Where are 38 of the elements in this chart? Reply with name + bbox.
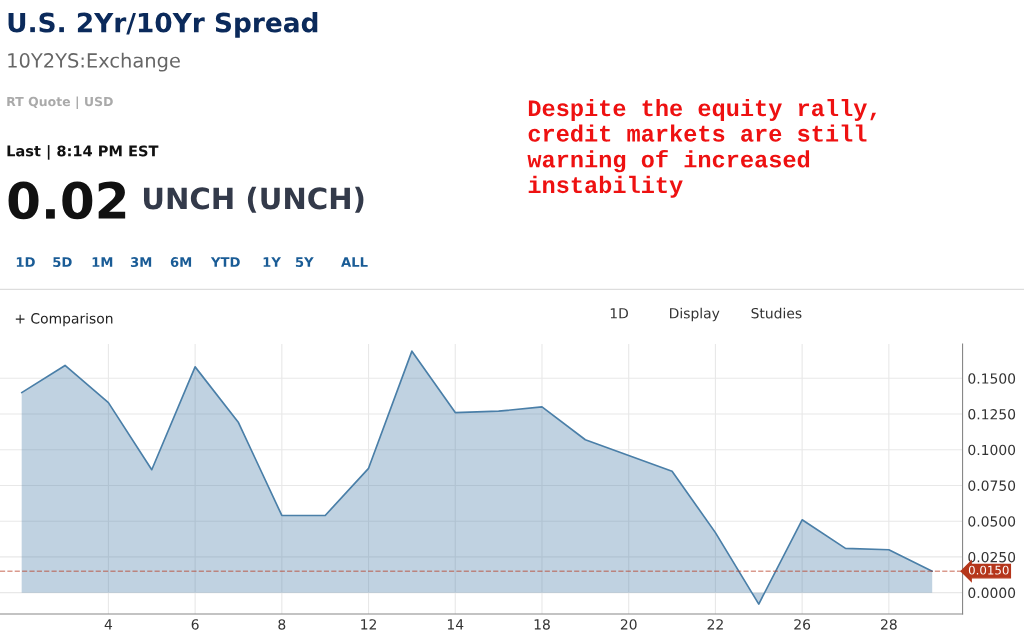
text: 6M — [170, 257, 192, 268]
y-tick-label: 0.0750 — [968, 480, 1016, 491]
text: 5Y — [295, 257, 314, 268]
chart-title: U.S. 2Yr/10Yr Spread — [8, 12, 318, 38]
x-tick-label: 12 — [361, 619, 376, 630]
text: 1D — [16, 257, 35, 267]
y-tick-label: 0.0250 — [968, 551, 1016, 563]
x-tick-label: 4 — [104, 619, 113, 630]
text: 5D — [53, 257, 72, 268]
text: Last | 8:14 PM EST — [7, 145, 159, 160]
x-tick-label: 8 — [278, 619, 286, 630]
text: Despite the equity rally, credit markets are still warning of increased instability — [527, 98, 876, 198]
x-tick-label: 14 — [447, 619, 464, 630]
text: ALL — [341, 257, 368, 267]
x-tick-label: 22 — [707, 619, 723, 630]
y-tick-label: 0.1500 — [968, 373, 1016, 384]
text: + Comparison — [15, 312, 113, 327]
text: 0.02 — [8, 181, 126, 220]
x-tick-label: 20 — [620, 619, 637, 630]
chart-subtitle: 10Y2YS:Exchange — [8, 52, 180, 72]
text: YTD — [210, 257, 240, 267]
text: 1D — [610, 308, 628, 319]
y-tick-label: 0.1000 — [968, 444, 1016, 456]
x-tick-label: 26 — [794, 619, 811, 630]
x-tick-label: 18 — [534, 619, 550, 630]
text: RT Quote | USD — [7, 96, 113, 110]
text: Display — [670, 307, 720, 322]
text: Studies — [751, 307, 802, 319]
text: 1M — [92, 257, 113, 267]
y-tick-label: 0.1250 — [968, 408, 1016, 420]
text: UNCH (UNCH) — [143, 186, 364, 213]
x-tick-label: 6 — [191, 619, 199, 630]
x-tick-label: 28 — [881, 619, 897, 630]
text: 1Y — [263, 257, 282, 267]
y-tick-label: 0.0500 — [968, 516, 1016, 527]
text: 3M — [130, 257, 152, 268]
y-tick-label: 0.0000 — [968, 587, 1016, 599]
ref-line-label: 0.0150 — [968, 565, 1009, 575]
